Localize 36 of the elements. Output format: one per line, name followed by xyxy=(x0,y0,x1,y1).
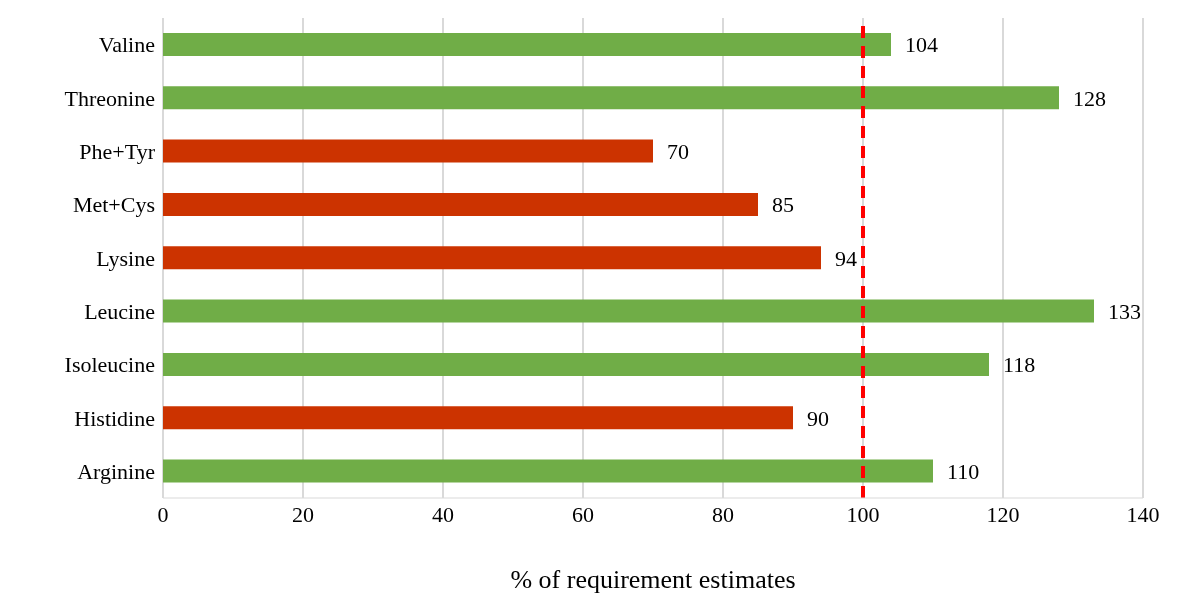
bar xyxy=(163,32,891,56)
data-label: 90 xyxy=(807,405,829,431)
data-label: 70 xyxy=(667,138,689,164)
data-label: 128 xyxy=(1073,85,1106,111)
y-tick-label: Histidine xyxy=(74,405,155,431)
data-label: 85 xyxy=(772,192,794,218)
x-tick-label: 140 xyxy=(1126,501,1160,527)
data-label: 94 xyxy=(835,245,857,271)
y-tick-label: Threonine xyxy=(64,85,155,111)
data-label: 104 xyxy=(905,32,938,58)
x-tick-label: 0 xyxy=(157,501,169,527)
y-tick-label: Valine xyxy=(98,32,155,58)
x-tick-label: 40 xyxy=(432,501,454,527)
x-axis-title: % of requirement estimates xyxy=(510,565,796,594)
bar xyxy=(163,406,793,430)
bar xyxy=(163,86,1059,110)
bar xyxy=(163,352,989,376)
y-tick-label: Arginine xyxy=(77,459,155,485)
bar xyxy=(163,459,933,483)
y-tick-label: Leucine xyxy=(84,299,155,325)
data-label: 118 xyxy=(1003,352,1036,378)
y-tick-label: Phe+Tyr xyxy=(79,139,156,165)
bar xyxy=(163,299,1094,323)
data-label: 133 xyxy=(1108,298,1141,324)
bar xyxy=(163,139,653,163)
y-tick-label: Met+Cys xyxy=(72,192,155,218)
x-tick-label: 20 xyxy=(292,501,314,527)
y-tick-label: Lysine xyxy=(96,245,155,271)
bar xyxy=(163,246,821,270)
x-tick-label: 80 xyxy=(712,501,734,527)
x-tick-label: 60 xyxy=(572,501,594,527)
y-tick-label: Isoleucine xyxy=(64,352,155,378)
bar xyxy=(163,192,758,216)
x-tick-label: 120 xyxy=(986,501,1020,527)
x-tick-label: 100 xyxy=(846,501,880,527)
data-label: 110 xyxy=(947,458,980,484)
